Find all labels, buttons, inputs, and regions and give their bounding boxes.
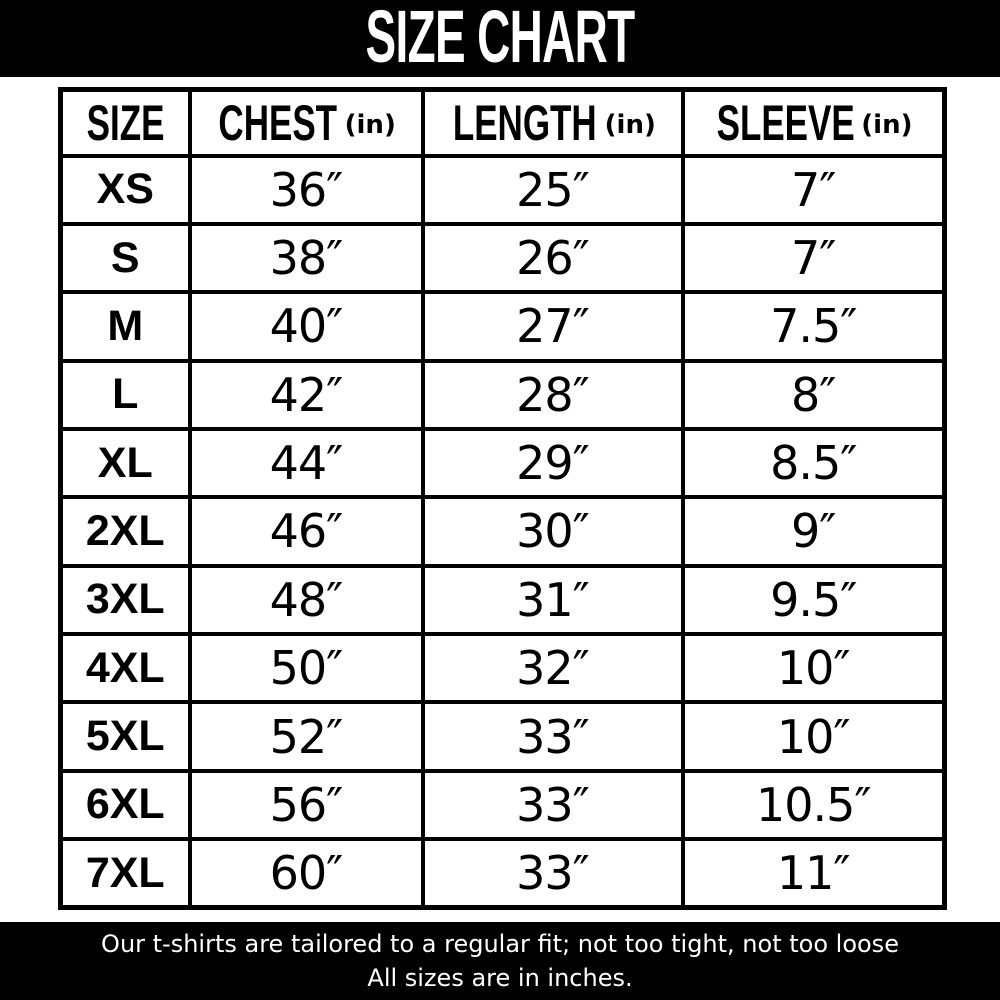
cell-chest: 46″ [187, 495, 425, 568]
header-sleeve-unit: (in) [861, 109, 913, 140]
header-sleeve-label: SLEEVE [716, 94, 855, 151]
cell-length: 33″ [420, 700, 685, 773]
cell-length: 33″ [420, 768, 685, 842]
cell-length: 32″ [420, 632, 685, 705]
cell-chest: 44″ [187, 426, 425, 500]
cell-length: 28″ [420, 358, 685, 431]
header-size: SIZE [58, 87, 192, 158]
cell-sleeve: 9.5″ [680, 563, 947, 637]
cell-size: 4XL [58, 632, 192, 705]
cell-sleeve: 10.5″ [680, 768, 947, 842]
cell-size: 7XL [58, 837, 192, 910]
cell-length: 29″ [420, 426, 685, 500]
table-row: 7XL 60″ 33″ 11″ [58, 837, 947, 910]
cell-size: L [58, 358, 192, 431]
cell-sleeve: 11″ [680, 837, 947, 910]
cell-size: 2XL [58, 495, 192, 568]
cell-size: M [58, 290, 192, 363]
cell-sleeve: 8″ [680, 358, 947, 431]
cell-size: 5XL [58, 700, 192, 773]
cell-sleeve: 7″ [680, 221, 947, 295]
cell-length: 25″ [420, 153, 685, 226]
cell-chest: 38″ [187, 221, 425, 295]
page-title: SIZE CHART [365, 0, 635, 78]
table-row: 6XL 56″ 33″ 10.5″ [58, 768, 947, 842]
table-row: L 42″ 28″ 8″ [58, 358, 947, 431]
cell-sleeve: 10″ [680, 700, 947, 773]
header-chest-label: CHEST [218, 94, 338, 151]
footer-bar: Our t-shirts are tailored to a regular f… [0, 922, 1000, 1000]
header-length: LENGTH (in) [420, 87, 685, 158]
cell-size: 6XL [58, 768, 192, 842]
table-row: 3XL 48″ 31″ 9.5″ [58, 563, 947, 637]
cell-length: 33″ [420, 837, 685, 910]
cell-chest: 40″ [187, 290, 425, 363]
cell-chest: 56″ [187, 768, 425, 842]
table-row: XS 36″ 25″ 7″ [58, 153, 947, 226]
cell-chest: 48″ [187, 563, 425, 637]
cell-chest: 36″ [187, 153, 425, 226]
footer-note-units: All sizes are in inches. [367, 964, 633, 992]
header-size-label: SIZE [86, 94, 165, 151]
header-length-label: LENGTH [452, 94, 597, 151]
table-row: 4XL 50″ 32″ 10″ [58, 632, 947, 705]
cell-sleeve: 7″ [680, 153, 947, 226]
table-row: 2XL 46″ 30″ 9″ [58, 495, 947, 568]
footer-note-fit: Our t-shirts are tailored to a regular f… [101, 930, 899, 958]
header-sleeve: SLEEVE (in) [680, 87, 947, 158]
table-row: XL 44″ 29″ 8.5″ [58, 426, 947, 500]
header-chest-unit: (in) [344, 109, 396, 140]
cell-size: XL [58, 426, 192, 500]
cell-length: 26″ [420, 221, 685, 295]
cell-length: 31″ [420, 563, 685, 637]
table-header: SIZE CHEST (in) LENGTH (in) SLEEVE (in) [58, 87, 947, 158]
cell-size: S [58, 221, 192, 295]
table-row: M 40″ 27″ 7.5″ [58, 290, 947, 363]
header-length-unit: (in) [604, 109, 656, 140]
table-row: S 38″ 26″ 7″ [58, 221, 947, 295]
cell-length: 30″ [420, 495, 685, 568]
table-row: 5XL 52″ 33″ 10″ [58, 700, 947, 773]
cell-sleeve: 9″ [680, 495, 947, 568]
header-chest: CHEST (in) [187, 87, 425, 158]
cell-size: 3XL [58, 563, 192, 637]
cell-chest: 42″ [187, 358, 425, 431]
title-bar: SIZE CHART [0, 0, 1000, 77]
header-row: SIZE CHEST (in) LENGTH (in) SLEEVE (in) [58, 87, 947, 158]
cell-sleeve: 7.5″ [680, 290, 947, 363]
cell-chest: 60″ [187, 837, 425, 910]
size-chart-table: SIZE CHEST (in) LENGTH (in) SLEEVE (in) [58, 87, 947, 910]
cell-sleeve: 8.5″ [680, 426, 947, 500]
cell-chest: 50″ [187, 632, 425, 705]
cell-chest: 52″ [187, 700, 425, 773]
cell-size: XS [58, 153, 192, 226]
cell-sleeve: 10″ [680, 632, 947, 705]
table-body: XS 36″ 25″ 7″ S 38″ 26″ 7″ M 40″ 27″ 7.5… [58, 153, 947, 910]
cell-length: 27″ [420, 290, 685, 363]
